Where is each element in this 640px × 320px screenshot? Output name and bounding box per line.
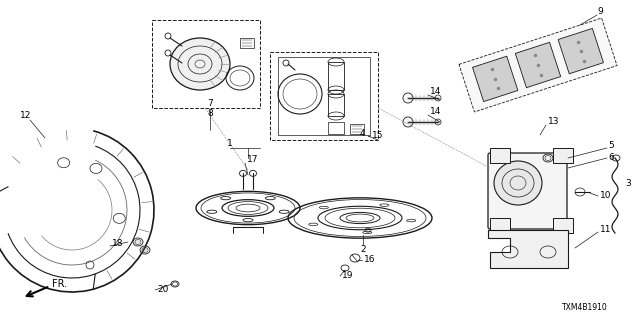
Bar (490, 218, 510, 233)
Text: FR.: FR. (52, 279, 67, 289)
Bar (490, 148, 510, 163)
Ellipse shape (170, 38, 230, 90)
Bar (152, 20, 260, 108)
Ellipse shape (494, 161, 542, 205)
Bar (278, 57, 370, 135)
Bar (328, 94, 344, 116)
Text: 14: 14 (430, 108, 442, 116)
Text: 10: 10 (600, 191, 611, 201)
Bar (350, 124, 364, 134)
Text: TXM4B1910: TXM4B1910 (563, 303, 608, 312)
Text: 16: 16 (364, 255, 376, 265)
Polygon shape (472, 56, 518, 101)
Bar (553, 148, 573, 163)
Text: 4: 4 (359, 129, 365, 138)
Text: 19: 19 (342, 271, 353, 281)
Text: 8: 8 (207, 108, 213, 117)
Polygon shape (459, 18, 617, 112)
Text: 20: 20 (157, 285, 168, 294)
Text: 9: 9 (597, 7, 603, 17)
Text: 7: 7 (207, 99, 213, 108)
Text: 13: 13 (548, 117, 559, 126)
Text: 1: 1 (227, 139, 233, 148)
Text: 5: 5 (608, 141, 614, 150)
Text: 3: 3 (625, 179, 631, 188)
Bar (240, 38, 254, 48)
Text: 2: 2 (360, 245, 366, 254)
FancyBboxPatch shape (488, 153, 567, 229)
Bar (270, 52, 378, 140)
Polygon shape (488, 230, 568, 268)
Text: 14: 14 (430, 87, 442, 97)
Text: 6: 6 (608, 153, 614, 162)
Polygon shape (515, 42, 561, 88)
Text: 12: 12 (20, 110, 31, 119)
Text: 18: 18 (112, 238, 124, 247)
Text: 11: 11 (600, 226, 611, 235)
Bar (328, 62, 344, 90)
Text: 15: 15 (372, 132, 383, 140)
Polygon shape (558, 28, 604, 74)
Bar (553, 218, 573, 233)
Text: 17: 17 (247, 156, 259, 164)
Bar (328, 122, 344, 134)
